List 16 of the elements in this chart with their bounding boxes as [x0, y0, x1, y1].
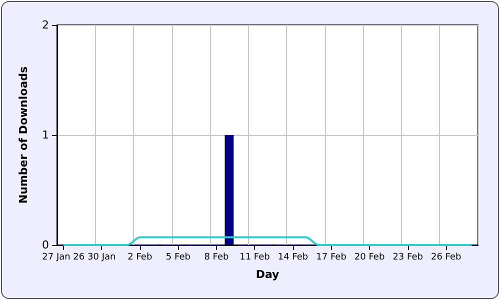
y-tick-label: 0	[42, 238, 49, 252]
x-tick-label: 5 Feb	[166, 252, 191, 262]
x-tick-label: 27 Jan 26	[42, 252, 85, 262]
x-tick-label: 23 Feb	[392, 252, 424, 262]
x-tick-label: 30 Jan	[88, 252, 116, 262]
x-tick-label: 26 Feb	[430, 252, 462, 262]
x-tick-label: 14 Feb	[278, 252, 308, 262]
y-tick-label: 1	[42, 128, 49, 142]
x-tick-label: 20 Feb	[354, 252, 385, 262]
x-tick-label: 11 Feb	[240, 252, 270, 262]
x-tick-label: 17 Feb	[316, 252, 347, 262]
x-axis-title: Day	[256, 268, 280, 281]
y-axis-title: Number of Downloads	[17, 66, 30, 204]
y-tick-label: 2	[42, 18, 49, 32]
x-tick-label: 2 Feb	[128, 252, 152, 262]
x-tick-label: 8 Feb	[204, 252, 230, 262]
